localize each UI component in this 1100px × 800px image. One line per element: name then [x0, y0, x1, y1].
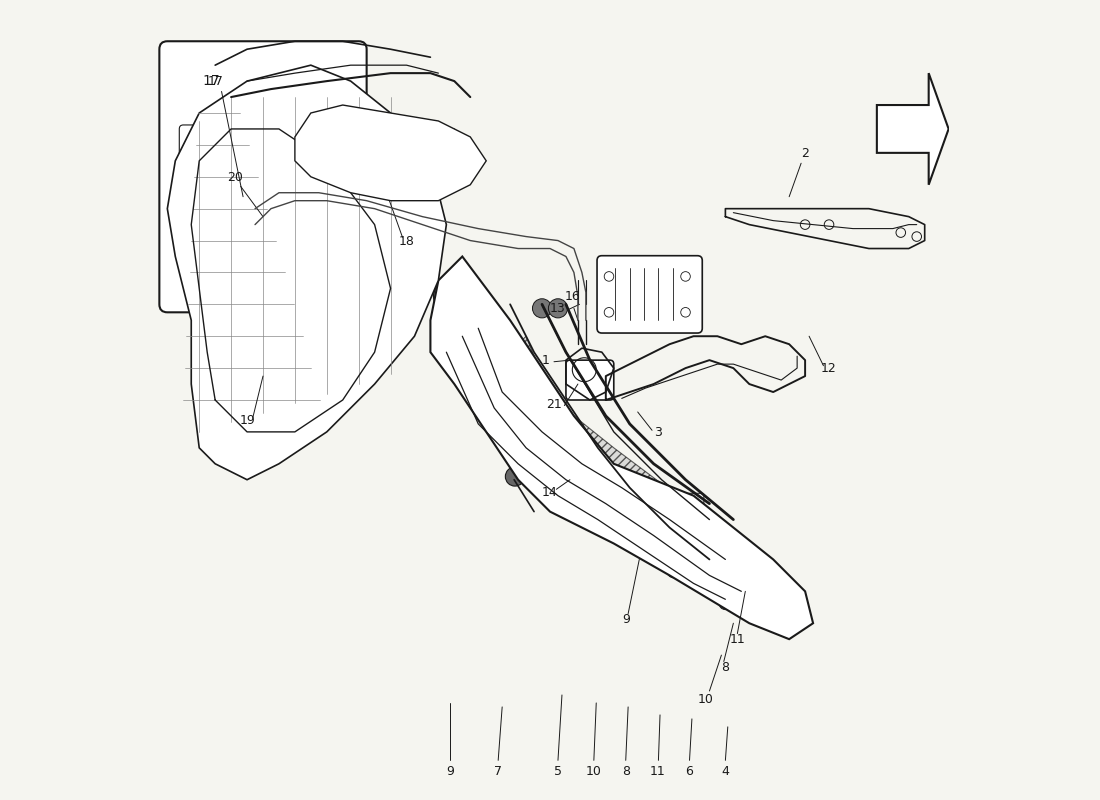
- Circle shape: [244, 350, 274, 378]
- Text: 11: 11: [650, 765, 666, 778]
- Text: 20: 20: [228, 170, 243, 184]
- FancyBboxPatch shape: [597, 256, 702, 333]
- Polygon shape: [295, 105, 486, 201]
- Text: 16: 16: [564, 290, 580, 303]
- Circle shape: [433, 279, 469, 314]
- FancyBboxPatch shape: [636, 510, 680, 538]
- Text: 2: 2: [801, 147, 808, 160]
- Text: 5: 5: [554, 765, 562, 778]
- Polygon shape: [503, 336, 678, 512]
- Circle shape: [549, 298, 568, 318]
- Circle shape: [505, 467, 525, 486]
- Text: 8: 8: [722, 661, 729, 674]
- Text: 4: 4: [722, 765, 729, 778]
- Text: 6: 6: [685, 765, 693, 778]
- Circle shape: [204, 213, 243, 253]
- Circle shape: [668, 565, 680, 578]
- Text: 11: 11: [729, 633, 745, 646]
- Text: 3: 3: [653, 426, 661, 439]
- FancyBboxPatch shape: [659, 494, 704, 522]
- Circle shape: [532, 298, 551, 318]
- Polygon shape: [430, 257, 813, 639]
- Text: 12: 12: [822, 362, 837, 375]
- Text: 7: 7: [494, 765, 503, 778]
- Text: 9: 9: [447, 765, 454, 778]
- Text: 10: 10: [586, 765, 602, 778]
- Text: 8: 8: [621, 765, 629, 778]
- FancyBboxPatch shape: [160, 42, 366, 312]
- Circle shape: [739, 585, 751, 598]
- Text: 17: 17: [207, 75, 223, 88]
- Polygon shape: [167, 65, 447, 480]
- FancyBboxPatch shape: [179, 125, 227, 157]
- Text: 18: 18: [398, 234, 415, 247]
- Circle shape: [512, 454, 525, 466]
- Text: 17: 17: [202, 74, 220, 88]
- Text: 1: 1: [542, 354, 550, 367]
- Circle shape: [719, 597, 732, 610]
- Text: 10: 10: [697, 693, 714, 706]
- FancyBboxPatch shape: [565, 360, 614, 400]
- Polygon shape: [877, 73, 948, 185]
- Text: 14: 14: [542, 486, 558, 498]
- Circle shape: [749, 601, 762, 614]
- Text: 21: 21: [546, 398, 562, 411]
- Text: 9: 9: [621, 614, 629, 626]
- Text: 13: 13: [550, 302, 565, 315]
- Text: 19: 19: [239, 414, 255, 427]
